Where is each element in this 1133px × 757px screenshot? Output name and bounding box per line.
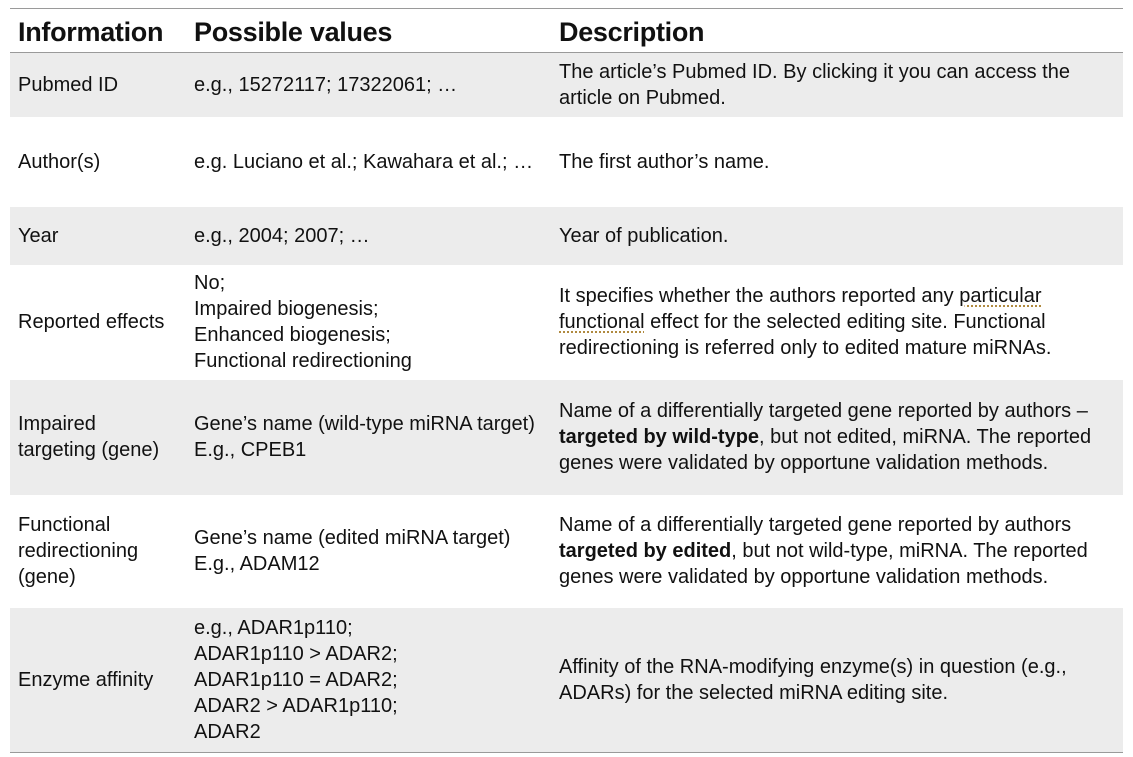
value-line: Enhanced biogenesis;: [194, 324, 391, 346]
cell-description: The article’s Pubmed ID. By clicking it …: [551, 52, 1123, 117]
cell-information: Functional redirectioning (gene): [18, 514, 139, 588]
cell-possible-values: Gene’s name (edited miRNA target) E.g., …: [186, 495, 551, 608]
bold-text: targeted by edited: [559, 540, 732, 562]
value-line: e.g., ADAR1p110;: [194, 616, 353, 639]
cell-description: It specifies whether the authors reporte…: [551, 265, 1123, 380]
description-text: Name of a differentially targeted gene r…: [559, 514, 1072, 536]
value-line: e.g., 2004; 2007; …: [194, 224, 370, 247]
value-line: E.g., ADAM12: [194, 553, 320, 575]
cell-possible-values: e.g., 15272117; 17322061; …: [186, 52, 551, 117]
description-text: , but not edited, miRNA. The reported ge…: [559, 426, 1092, 474]
spellcheck-underlined-text: particular functional: [559, 285, 1042, 333]
table-row-functional-redirectioning: Functional redirectioning (gene) Gene’s …: [10, 495, 1123, 608]
table-body: Pubmed ID e.g., 15272117; 17322061; … Th…: [10, 52, 1123, 753]
value-line: No;: [194, 272, 226, 294]
value-line: e.g., 15272117; 17322061; …: [194, 73, 458, 96]
cell-information: Enzyme affinity: [10, 607, 186, 753]
table-row-impaired-targeting: Impaired targeting (gene) Gene’s name (w…: [10, 379, 1123, 495]
cell-possible-values: Gene’s name (wild-type miRNA target) E.g…: [186, 379, 551, 495]
value-line: E.g., CPEB1: [194, 439, 307, 461]
cell-information: Pubmed ID: [10, 52, 186, 117]
cell-possible-values: e.g., ADAR1p110; ADAR1p110 > ADAR2; ADAR…: [186, 607, 551, 753]
header-possible-values: Possible values: [194, 17, 393, 47]
table-header: Information Possible values Description: [10, 8, 1123, 53]
cell-description: Year of publication.: [551, 206, 1123, 265]
header-row: Information Possible values Description: [10, 8, 1123, 53]
value-line: ADAR2: [194, 720, 261, 743]
cell-possible-values: No; Impaired biogenesis; Enhanced biogen…: [186, 265, 551, 380]
value-line: ADAR1p110 > ADAR2;: [194, 642, 398, 665]
cell-description: Name of a differentially targeted gene r…: [551, 495, 1123, 608]
table-row-reported-effects: Reported effects No; Impaired biogenesis…: [10, 265, 1123, 380]
value-line: Impaired biogenesis;: [194, 298, 379, 320]
table-row-enzyme-affinity: Enzyme affinity e.g., ADAR1p110; ADAR1p1…: [10, 607, 1123, 753]
table-row-pubmed-id: Pubmed ID e.g., 15272117; 17322061; … Th…: [10, 52, 1123, 117]
table-row-authors: Author(s) e.g. Luciano et al.; Kawahara …: [10, 117, 1123, 207]
value-line: Functional redirectioning: [194, 350, 412, 372]
description-text: Name of a differentially targeted gene r…: [559, 400, 1088, 422]
header-information: Information: [18, 17, 164, 47]
description-text: It specifies whether the authors reporte…: [559, 285, 960, 307]
bold-text: targeted by wild-type: [559, 426, 760, 448]
cell-description: Affinity of the RNA-modifying enzyme(s) …: [551, 607, 1123, 753]
cell-description: Name of a differentially targeted gene r…: [551, 379, 1123, 495]
cell-information: Year: [10, 206, 186, 265]
information-table: Information Possible values Description …: [10, 8, 1123, 753]
value-line: Gene’s name (edited miRNA target): [194, 527, 511, 549]
cell-possible-values: e.g. Luciano et al.; Kawahara et al.; …: [186, 117, 551, 207]
cell-possible-values: e.g., 2004; 2007; …: [186, 206, 551, 265]
cell-description: The first author’s name.: [559, 150, 770, 173]
value-line: Gene’s name (wild-type miRNA target): [194, 413, 535, 435]
description-text: effect for the selected editing site. Fu…: [559, 311, 1052, 359]
value-line: e.g. Luciano et al.; Kawahara et al.; …: [194, 150, 534, 173]
value-line: ADAR2 > ADAR1p110;: [194, 694, 398, 717]
value-line: ADAR1p110 = ADAR2;: [194, 668, 398, 691]
header-description: Description: [559, 17, 705, 47]
description-text: , but not wild-type, miRNA. The reported…: [559, 540, 1088, 588]
cell-information: Author(s): [18, 150, 101, 173]
cell-information: Impaired targeting (gene): [10, 379, 186, 495]
table-row-year: Year e.g., 2004; 2007; … Year of publica…: [10, 206, 1123, 265]
cell-information: Reported effects: [18, 311, 165, 333]
